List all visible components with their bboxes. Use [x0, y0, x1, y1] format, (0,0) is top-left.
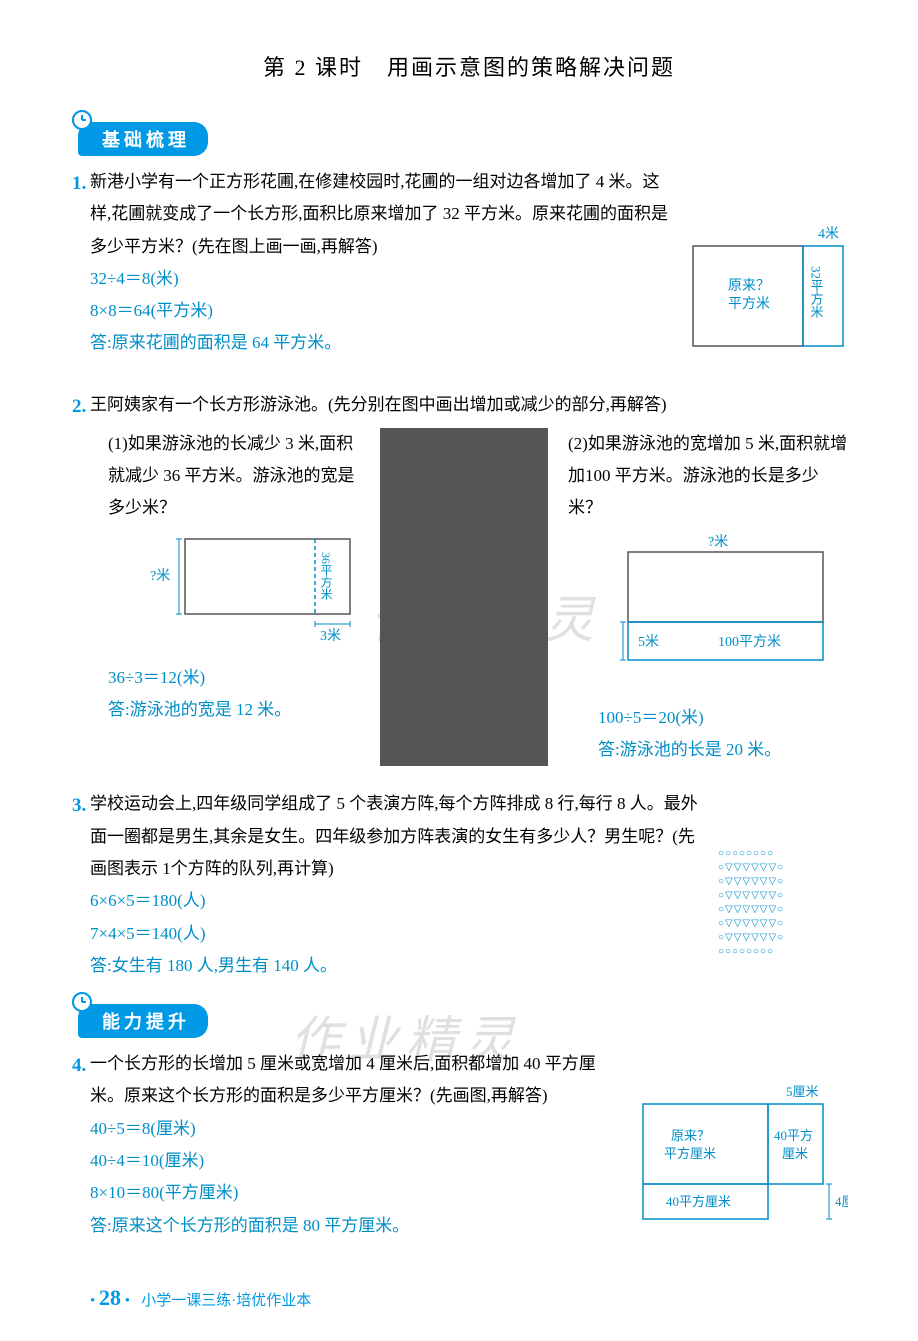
section-basic-label: 基础梳理 — [78, 122, 208, 156]
problem-2-sub2: (2)如果游泳池的宽增加 5 米,面积就增加100 平方米。游泳池的长是多少米？… — [558, 428, 848, 767]
diagram-label: 4米 — [818, 226, 839, 242]
problem-3-diagram: ○○○○○○○○ ○▽▽▽▽▽▽○ ○▽▽▽▽▽▽○ ○▽▽▽▽▽▽○ ○▽▽▽… — [718, 848, 848, 982]
problem-3-num: 3. — [72, 788, 86, 824]
svg-text:?米: ?米 — [708, 534, 728, 550]
problem-4-text: 一个长方形的长增加 5 厘米或宽增加 4 厘米后,面积都增加 40 平方厘米。原… — [90, 1054, 596, 1105]
svg-text:平方米: 平方米 — [728, 296, 770, 312]
problem-2-text: 王阿姨家有一个长方形游泳池。(先分别在图中画出增加或减少的部分,再解答) — [90, 395, 667, 414]
problem-2-sub2-svg: ?米 5米 100平方米 — [608, 534, 848, 684]
problem-2-num: 2. — [72, 389, 86, 425]
section-basic-header: 基础梳理 — [78, 122, 848, 156]
problem-1-a1: 32÷4＝8(米) — [90, 263, 668, 295]
svg-text:32平方米: 32平方米 — [809, 266, 824, 318]
problem-3-a1: 6×6×5＝180(人) — [90, 885, 698, 917]
svg-text:原来？: 原来？ — [671, 1128, 710, 1143]
svg-text:3米: 3米 — [320, 628, 341, 644]
svg-text:原来？: 原来？ — [728, 278, 770, 294]
footer-page-num: 28 — [99, 1285, 121, 1310]
problem-3-text: 学校运动会上,四年级同学组成了 5 个表演方阵,每个方阵排成 8 行,每行 8 … — [90, 794, 698, 878]
problem-2-sub1-text: (1)如果游泳池的长减少 3 米,面积就减少 36 平方米。游泳池的宽是多少米？ — [90, 428, 370, 525]
problem-2-sub2-text: (2)如果游泳池的宽增加 5 米,面积就增加100 平方米。游泳池的长是多少米？ — [558, 428, 848, 525]
svg-text:5厘米: 5厘米 — [786, 1084, 819, 1099]
divider — [380, 428, 548, 767]
svg-text:?米: ?米 — [150, 568, 170, 584]
problem-4-a4: 答:原来这个长方形的面积是 80 平方厘米。 — [90, 1210, 618, 1242]
svg-text:5米: 5米 — [638, 634, 659, 650]
problem-2-sub1-a1: 36÷3＝12(米) — [90, 662, 370, 694]
clock-icon — [70, 108, 94, 132]
problem-2-sub2-a2: 答:游泳池的长是 20 米。 — [558, 734, 848, 766]
problem-4-a1: 40÷5＝8(厘米) — [90, 1113, 618, 1145]
problem-1-num: 1. — [72, 166, 86, 202]
problem-2-sub1: (1)如果游泳池的长减少 3 米,面积就减少 36 平方米。游泳池的宽是多少米？… — [90, 428, 370, 767]
problem-3-a2: 7×4×5＝140(人) — [90, 918, 698, 950]
problem-2-sub2-a1: 100÷5＝20(米) — [558, 702, 848, 734]
problem-3: 3. 学校运动会上,四年级同学组成了 5 个表演方阵,每个方阵排成 8 行,每行… — [90, 788, 848, 982]
problem-1-text: 新港小学有一个正方形花圃,在修建校园时,花圃的一组对边各增加了 4 米。这样,花… — [90, 172, 668, 256]
section-ability-header: 能力提升 — [78, 1004, 848, 1038]
problem-4: 4. 一个长方形的长增加 5 厘米或宽增加 4 厘米后,面积都增加 40 平方厘… — [90, 1048, 848, 1255]
svg-text:平方厘米: 平方厘米 — [664, 1146, 716, 1161]
problem-2-sub1-svg: ?米 36平方米 3米 — [150, 534, 370, 644]
problem-4-a2: 40÷4＝10(厘米) — [90, 1145, 618, 1177]
problem-1: 1. 新港小学有一个正方形花圃,在修建校园时,花圃的一组对边各增加了 4 米。这… — [90, 166, 848, 367]
svg-text:4厘米: 4厘米 — [835, 1194, 848, 1209]
problem-1-a3: 答:原来花圃的面积是 64 平方米。 — [90, 327, 668, 359]
problem-4-diagram: 5厘米 原来？ 平方厘米 40平方 厘米 40平方厘米 4厘米 — [638, 1084, 848, 1255]
svg-text:40平方厘米: 40平方厘米 — [666, 1194, 731, 1209]
problem-2-sub1-a2: 答:游泳池的宽是 12 米。 — [90, 694, 370, 726]
page-title: 第 2 课时 用画示意图的策略解决问题 — [90, 50, 848, 82]
svg-text:36平方米: 36平方米 — [319, 552, 333, 600]
footer-book: 小学一课三练·培优作业本 — [141, 1293, 311, 1309]
clock-icon — [70, 990, 94, 1014]
problem-4-a3: 8×10＝80(平方厘米) — [90, 1177, 618, 1209]
page-footer: • 28 • 小学一课三练·培优作业本 — [90, 1285, 848, 1311]
section-ability-label: 能力提升 — [78, 1004, 208, 1038]
problem-1-a2: 8×8＝64(平方米) — [90, 295, 668, 327]
svg-text:100平方米: 100平方米 — [718, 634, 781, 650]
svg-text:40平方: 40平方 — [774, 1128, 813, 1143]
problem-4-num: 4. — [72, 1048, 86, 1084]
problem-2: 2. 王阿姨家有一个长方形游泳池。(先分别在图中画出增加或减少的部分,再解答) … — [90, 389, 848, 766]
problem-3-a3: 答:女生有 180 人,男生有 140 人。 — [90, 950, 698, 982]
svg-text:厘米: 厘米 — [782, 1146, 808, 1161]
problem-1-diagram: 4米 原来？ 平方米 32平方米 — [688, 226, 848, 367]
